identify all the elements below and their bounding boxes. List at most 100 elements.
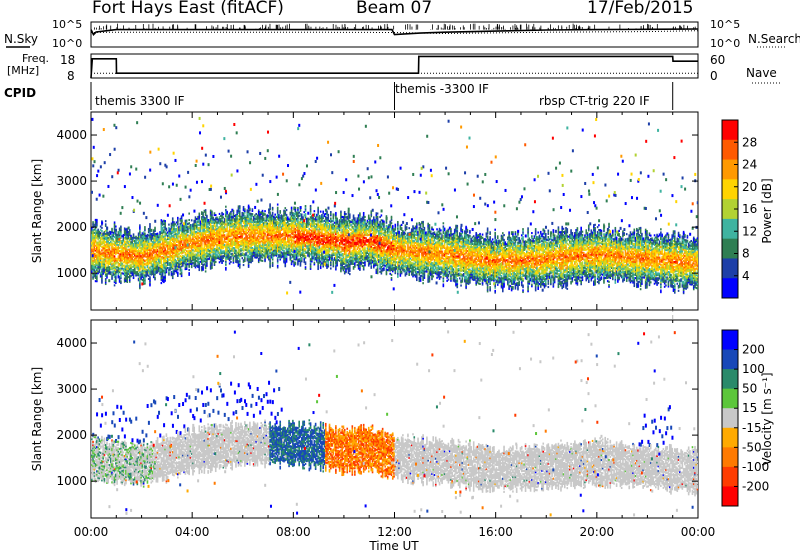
power-cell (111, 242, 113, 245)
power-cell (212, 245, 214, 248)
power-cell (197, 236, 199, 239)
power-cell (198, 267, 201, 270)
power-cell (102, 240, 104, 243)
power-cell (168, 250, 170, 254)
power-cell (276, 250, 279, 253)
power-cell (174, 268, 177, 271)
power-cell (218, 225, 221, 228)
power-cell (304, 225, 307, 229)
power-cell (130, 244, 132, 247)
power-cell (294, 219, 297, 222)
power-cell (140, 263, 142, 266)
power-cell (238, 240, 241, 243)
power-cell (241, 253, 244, 257)
power-cell (197, 261, 199, 264)
power-cell (195, 255, 198, 258)
power-cell (147, 240, 150, 243)
power-cell (174, 242, 177, 245)
power-cell (190, 256, 193, 259)
power-cell (154, 262, 156, 265)
power-cell (204, 254, 207, 257)
power-cell (278, 244, 280, 247)
power-cell (141, 261, 144, 264)
power-cell (222, 227, 225, 230)
power-cell (140, 239, 142, 242)
power-cell (211, 228, 213, 231)
power-cell (197, 248, 199, 251)
power-cell (173, 242, 175, 245)
power-cell (268, 258, 270, 261)
power-cell (159, 239, 161, 242)
power-cell (111, 229, 113, 232)
power-cell (180, 273, 183, 276)
power-cell (118, 232, 121, 235)
power-cell (149, 232, 151, 235)
power-cell (278, 249, 280, 252)
power-cell (175, 248, 178, 251)
power-cell (128, 245, 131, 248)
power-cell (257, 219, 260, 222)
power-cell (194, 227, 197, 230)
power-scatter (123, 185, 126, 189)
power-cell (118, 275, 121, 278)
power-cell (231, 230, 233, 233)
power-cell (307, 235, 309, 238)
power-cell (261, 256, 264, 259)
power-cell (297, 210, 299, 213)
power-cell (223, 234, 226, 237)
power-cell (226, 230, 228, 233)
power-cell (108, 235, 111, 238)
power-cell (197, 244, 199, 248)
power-cell (155, 266, 158, 270)
power-cell (230, 225, 232, 228)
power-cell (164, 273, 166, 276)
power-cell (183, 245, 185, 249)
power-cell (281, 255, 284, 258)
power-cell (292, 247, 294, 250)
power-cell (264, 256, 266, 259)
power-cell (161, 242, 164, 246)
power-cell (127, 248, 130, 251)
power-cell (206, 253, 208, 256)
power-cell (160, 248, 163, 251)
power-cell (113, 231, 116, 234)
power-cell (276, 230, 279, 234)
power-cell (140, 274, 142, 277)
power-cell (133, 270, 136, 273)
power-cell (107, 259, 110, 262)
power-cell (271, 229, 274, 232)
power-cell (128, 272, 131, 275)
power-cell (91, 248, 93, 251)
power-cell (209, 246, 212, 249)
power-cell (240, 236, 242, 239)
power-cell (305, 240, 308, 243)
power-cell (115, 257, 117, 260)
power-cell (280, 225, 283, 228)
power-cell (91, 238, 93, 241)
power-cell (302, 216, 304, 219)
power-cell (104, 282, 107, 286)
power-cell (231, 231, 233, 234)
power-cell (259, 224, 261, 227)
power-cell (231, 220, 233, 223)
power-cell (259, 221, 261, 224)
power-cell (235, 235, 237, 238)
power-cell (198, 231, 201, 235)
power-cell (132, 238, 135, 241)
power-cell (293, 214, 295, 217)
power-cell (292, 224, 294, 228)
power-cell (262, 230, 265, 233)
power-cell (216, 231, 218, 234)
power-cell (139, 258, 141, 261)
power-cell (92, 243, 94, 246)
power-cell (161, 249, 164, 252)
power-cell (117, 258, 120, 261)
power-cell (203, 216, 206, 219)
power-cell (285, 244, 288, 247)
power-cell (131, 238, 134, 241)
power-cell (171, 257, 174, 260)
power-cell (144, 245, 146, 248)
power-cell (139, 266, 141, 269)
power-cell (189, 259, 192, 262)
power-cell (269, 221, 271, 224)
